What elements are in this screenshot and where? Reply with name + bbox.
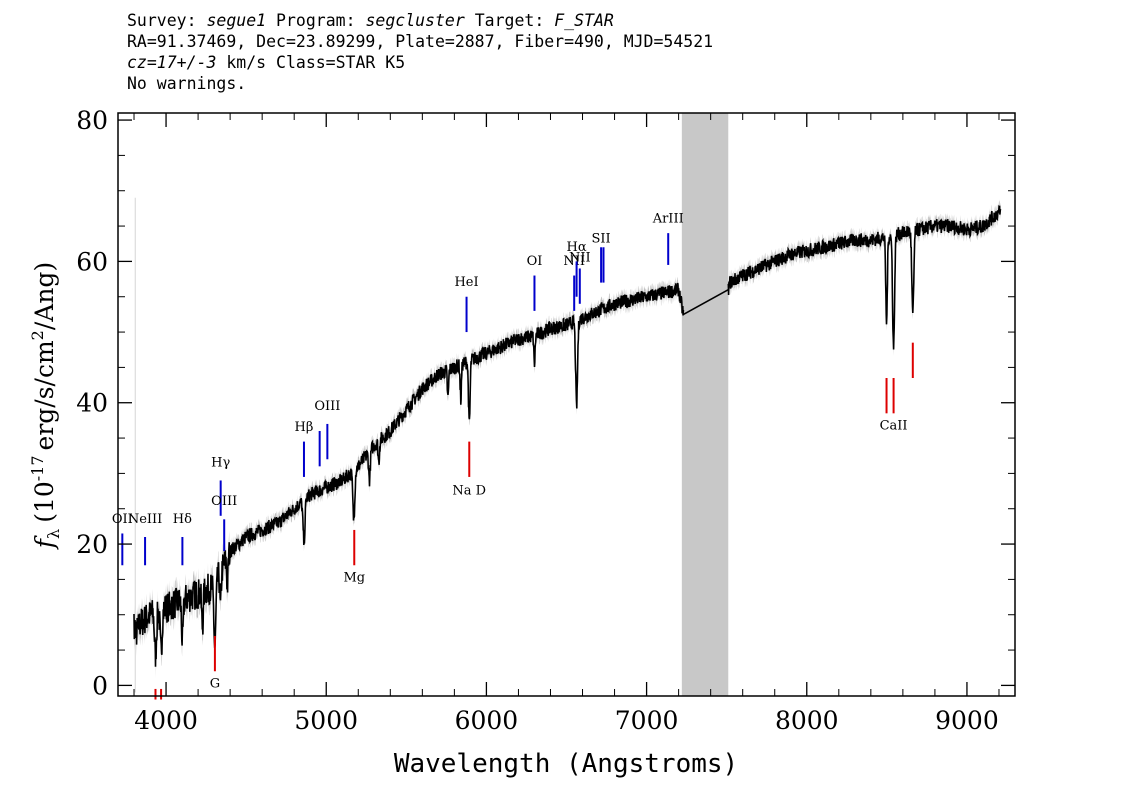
header-line-1: Survey: segue1 Program: segcluster Targe… [127, 10, 713, 31]
x-tick-label: 6000 [455, 706, 519, 735]
spectrum-blue-segment [133, 282, 685, 667]
masked-region-rect [681, 113, 729, 696]
target-label: Target: [474, 11, 545, 30]
emission-line-label: Hβ [295, 420, 314, 435]
y-tick-label: 40 [76, 389, 108, 418]
emission-line-label: OIII [314, 399, 340, 414]
program-value: segcluster [365, 11, 465, 30]
header-line-2: RA=91.37469, Dec=23.89299, Plate=2887, F… [127, 32, 714, 51]
emission-line-label: OII [112, 512, 133, 527]
spectrum-series [133, 204, 1002, 667]
header-line-3: cz=17+/-3 km/s Class=STAR K5 [127, 52, 713, 73]
emission-line-label: SII [592, 231, 611, 246]
emission-line-label: Hγ [211, 455, 230, 470]
program-label: Program: [276, 11, 356, 30]
x-tick-label: 9000 [935, 706, 999, 735]
emission-line-label: OI [527, 254, 543, 269]
survey-label: Survey: [127, 11, 197, 30]
absorption-line-label: CaII [880, 419, 908, 434]
y-axis-label-units: erg/s/cm [30, 340, 59, 450]
axis-ticks: 4000 5000 6000 7000 8000 9000 0 20 40 60 80 [76, 106, 1015, 735]
y-tick-label: 80 [76, 106, 108, 135]
emission-line-label: Hα [567, 240, 587, 255]
y-axis-label-symbol: f [30, 535, 59, 550]
spectrum-gap-bridge [683, 288, 729, 316]
y-axis-label-end: /Ang) [30, 262, 59, 330]
y-axis-label-square: 2 [28, 330, 47, 340]
survey-value: segue1 [206, 11, 267, 30]
y-axis-label: fλ (10-17 erg/s/cm2/Ang) [28, 262, 63, 550]
emission-line-label: ArIII [652, 212, 684, 227]
absorption-line-label: Mg [343, 571, 365, 586]
x-tick-label: 8000 [775, 706, 839, 735]
spectrum-header: Survey: segue1 Program: segcluster Targe… [127, 10, 713, 94]
emission-line-label: NeIII [128, 512, 162, 527]
x-tick-label: 7000 [615, 706, 679, 735]
y-axis-label-exponent: -17 [28, 455, 47, 481]
x-axis-label: Wavelength (Angstroms) [394, 749, 738, 779]
header-line-4: No warnings. [127, 74, 247, 93]
emission-line-label: NII [563, 254, 585, 269]
emission-line-label: Hδ [173, 512, 192, 527]
y-axis-label-scale: (10 [30, 481, 59, 523]
y-axis-label-subscript: λ [44, 529, 63, 539]
x-tick-label: 4000 [134, 706, 198, 735]
spectrum-red-segment [727, 204, 1002, 350]
class-value: km/s Class=STAR K5 [226, 53, 406, 72]
absorption-line-label: G [210, 677, 220, 692]
target-value: F_STAR [554, 11, 614, 30]
emission-line-label: OIII [211, 494, 237, 509]
plot-frame [117, 112, 1016, 697]
emission-line-label: NII [569, 250, 591, 265]
y-tick-label: 0 [92, 671, 108, 700]
masked-region [681, 113, 729, 696]
y-tick-label: 20 [76, 530, 108, 559]
absorption-line-label: Na D [452, 484, 486, 499]
x-tick-label: 5000 [294, 706, 358, 735]
y-tick-label: 60 [76, 247, 108, 276]
emission-line-label: HeI [454, 275, 478, 290]
error-band [134, 197, 1001, 693]
redshift-value: cz=17+/-3 [127, 53, 217, 72]
